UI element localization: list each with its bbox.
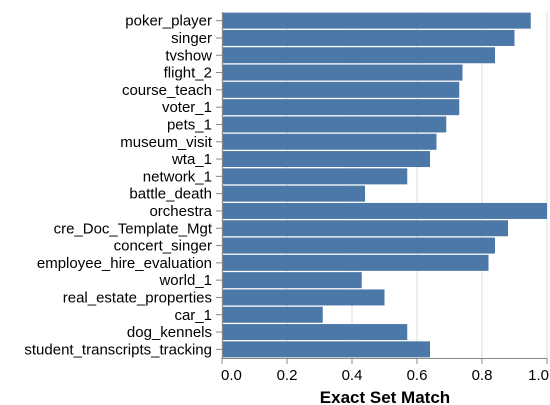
category-label: poker_player [125, 13, 212, 30]
bar [222, 185, 365, 202]
x-axis: 0.0 0.2 0.4 0.6 0.8 1.0 [216, 12, 549, 384]
category-label: course_teach [122, 82, 212, 99]
bar [222, 99, 460, 116]
x-tick-label: 1.0 [528, 367, 549, 384]
category-label: car_1 [174, 307, 212, 324]
bars [222, 12, 547, 358]
category-label: singer [171, 30, 212, 47]
bar [222, 237, 495, 254]
category-label: real_estate_properties [63, 289, 212, 306]
bar [222, 254, 489, 271]
bar [222, 324, 408, 341]
category-label: concert_singer [114, 238, 212, 255]
x-axis-title: Exact Set Match [320, 388, 450, 405]
category-label: pets_1 [167, 116, 212, 133]
category-label: battle_death [129, 186, 212, 203]
bar [222, 202, 547, 219]
category-label: employee_hire_evaluation [37, 255, 212, 272]
category-label: wta_1 [171, 151, 212, 168]
category-label: world_1 [158, 272, 212, 289]
category-label: tvshow [165, 47, 212, 64]
x-tick-label: 0.4 [342, 367, 363, 384]
category-label: student_transcripts_tracking [24, 341, 212, 358]
category-label: museum_visit [120, 134, 213, 151]
bar [222, 64, 463, 81]
bar [222, 29, 515, 46]
category-label: orchestra [149, 203, 212, 220]
x-tick-label: 0.2 [277, 367, 298, 384]
bar [222, 168, 408, 185]
x-tick-label: 0.8 [472, 367, 493, 384]
bar [222, 272, 362, 289]
category-labels: poker_playersingertvshowflight_2course_t… [24, 13, 212, 359]
category-label: flight_2 [164, 65, 212, 82]
bar [222, 220, 508, 237]
bar [222, 47, 495, 64]
bar [222, 12, 531, 29]
bar [222, 81, 460, 98]
bar [222, 116, 447, 133]
bar [222, 341, 430, 358]
grid-lines [221, 12, 548, 358]
bar [222, 306, 323, 323]
category-label: voter_1 [162, 99, 212, 116]
x-tick-label: 0.6 [407, 367, 428, 384]
x-tick-label: 0.0 [221, 367, 242, 384]
bar [222, 289, 385, 306]
bar [222, 151, 430, 168]
bar [222, 133, 437, 150]
category-label: network_1 [143, 168, 212, 185]
category-label: dog_kennels [127, 324, 212, 341]
category-label: cre_Doc_Template_Mgt [54, 220, 213, 237]
